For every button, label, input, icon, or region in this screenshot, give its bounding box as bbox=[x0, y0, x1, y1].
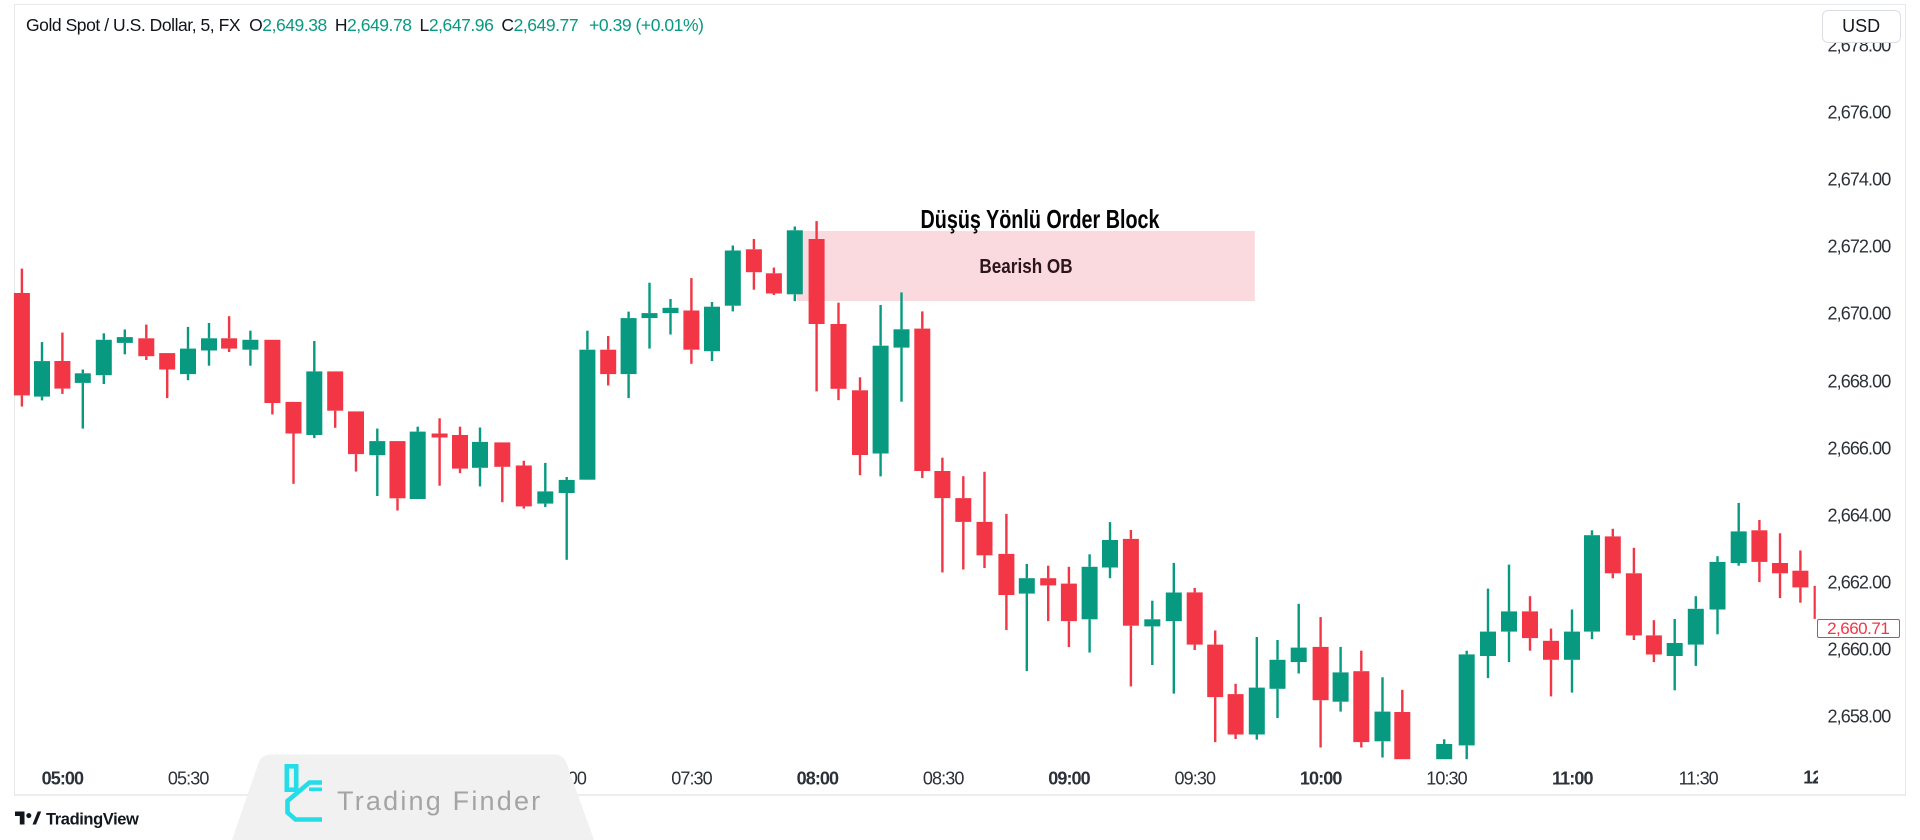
svg-text:Trading Finder: Trading Finder bbox=[337, 786, 542, 816]
svg-text:TradingView: TradingView bbox=[46, 811, 139, 829]
